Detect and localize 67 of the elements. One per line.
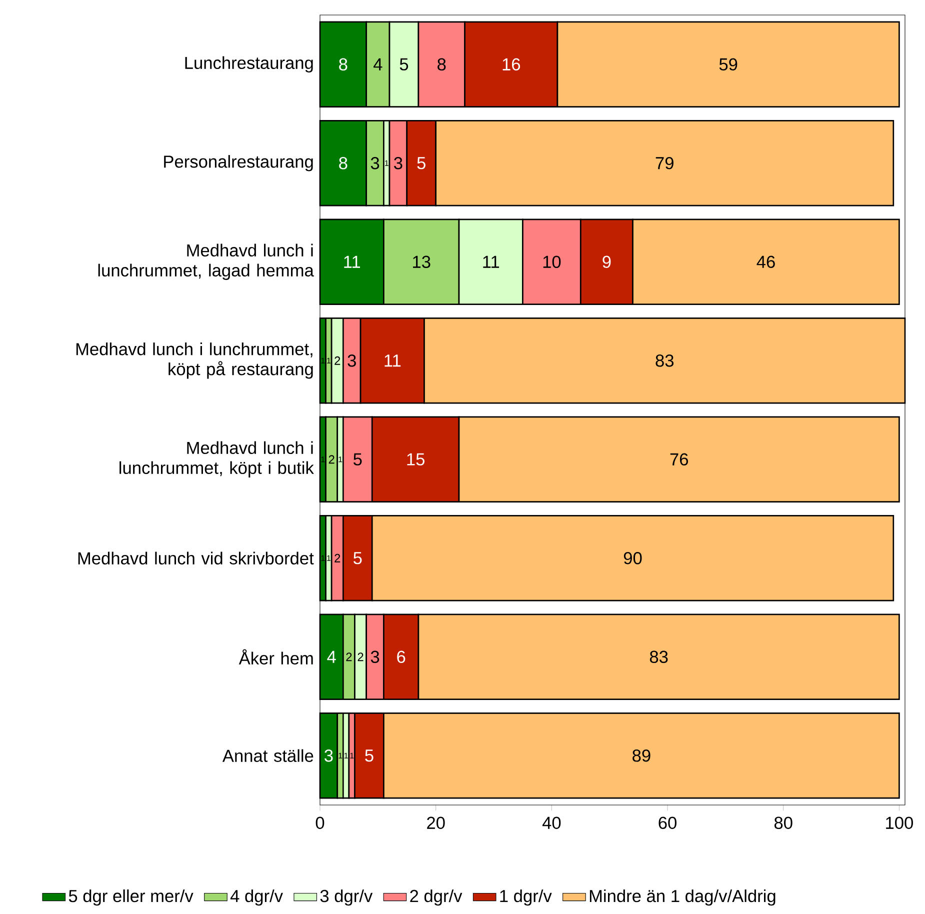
data-label: 2	[334, 554, 340, 562]
data-label: 5	[365, 750, 374, 762]
data-label: 2	[334, 356, 340, 365]
data-label: 83	[656, 354, 674, 367]
data-label: 3	[324, 749, 333, 762]
data-label: 79	[656, 156, 674, 170]
data-label: 8	[339, 156, 348, 170]
data-label: 2	[328, 455, 334, 464]
x-tick-label: 80	[774, 816, 792, 830]
data-label: 13	[413, 256, 430, 268]
data-label: 3	[370, 650, 380, 664]
legend-label: 2 dgr/v	[410, 889, 462, 906]
x-tick-label: 0	[316, 816, 324, 830]
data-label: 11	[483, 256, 500, 268]
data-label: 76	[670, 453, 688, 466]
data-label: 1	[327, 358, 331, 364]
data-label: 46	[756, 256, 775, 268]
data-label: 5	[400, 58, 408, 70]
x-tick-label: 60	[658, 816, 676, 830]
x-tick-label: 20	[427, 816, 445, 830]
legend-label: 5 dgr eller mer/v	[68, 889, 194, 906]
x-tick-label: 100	[886, 816, 913, 830]
legend-label: 1 dgr/v	[500, 889, 552, 906]
data-label: 89	[632, 749, 650, 762]
data-label: 3	[348, 354, 356, 367]
legend-label: 3 dgr/v	[320, 889, 373, 906]
data-label: 1	[321, 555, 325, 561]
y-tick-label: Medhavd lunch i lunchrummet, lagad hemma	[98, 244, 314, 280]
y-tick-label: Åker hem	[238, 649, 313, 665]
data-label: 16	[502, 58, 520, 71]
data-label: 4	[327, 650, 336, 663]
data-label: 1	[327, 555, 331, 561]
data-label: 90	[624, 552, 642, 564]
data-label: 8	[438, 58, 446, 71]
y-tick-label: Lunchrestaurang	[185, 56, 313, 72]
data-label: 11	[384, 354, 401, 367]
data-label: 1	[338, 752, 342, 758]
data-label: 5	[354, 453, 362, 466]
y-tick-label: Personalrestaurang	[164, 155, 313, 172]
data-label: 2	[346, 652, 352, 662]
y-tick-label: Medhavd lunch i lunchrummet, köpt på restaurang	[76, 342, 313, 379]
y-tick-label: Medhavd lunch vid skrivbordet	[78, 552, 314, 564]
data-label: 1	[321, 358, 325, 364]
data-label: 5	[354, 552, 362, 564]
data-label: 2	[358, 652, 364, 662]
y-tick-label: Medhavd lunch i lunchrummet, köpt i butik	[120, 441, 314, 478]
data-label: 1	[338, 456, 342, 462]
data-label: 3	[394, 156, 402, 170]
data-label: 1	[321, 456, 325, 462]
data-label: 59	[719, 58, 738, 71]
data-label: 1	[344, 752, 348, 758]
legend-label: Mindre än 1 dag/v/Aldrig	[590, 889, 776, 906]
y-tick-label: Annat ställe	[222, 749, 314, 762]
data-label: 11	[344, 256, 360, 268]
data-label: 1	[350, 752, 354, 758]
data-label: 15	[407, 453, 424, 466]
data-label: 4	[373, 58, 382, 70]
data-label: 6	[397, 650, 406, 664]
data-label: 83	[650, 650, 668, 664]
data-label: 9	[602, 256, 611, 268]
data-label: 5	[417, 157, 426, 170]
data-label: 3	[370, 156, 380, 170]
x-tick-label: 40	[542, 816, 561, 830]
legend-label: 4 dgr/v	[230, 889, 283, 906]
data-label: 1	[384, 160, 388, 166]
data-label: 10	[543, 256, 561, 268]
data-label: 8	[339, 58, 348, 71]
